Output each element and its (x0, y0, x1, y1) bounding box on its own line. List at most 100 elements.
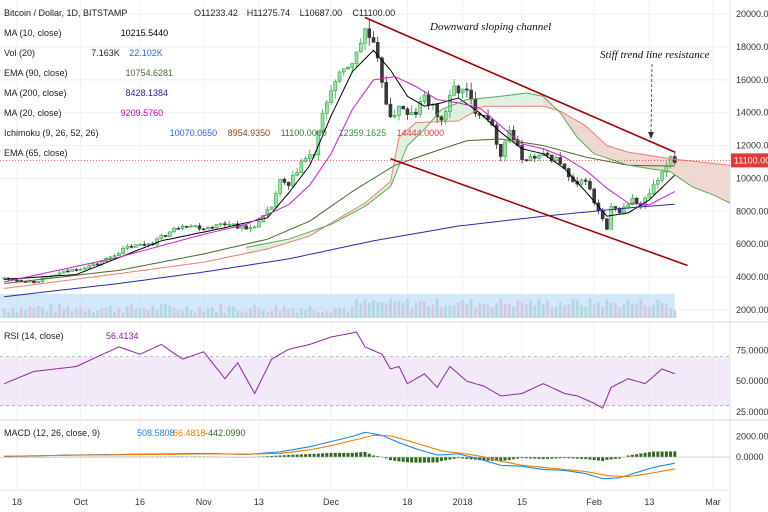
macd-histogram-bar (541, 457, 545, 460)
indicator-value: 8954.9350 (228, 128, 271, 138)
volume-ma-area (0, 294, 675, 318)
macd-histogram-bar (448, 457, 452, 460)
candle-body (286, 182, 291, 186)
ohlc-value: C11100.00 (352, 8, 395, 18)
candle-body (452, 85, 456, 96)
line-ma-10-close- (4, 49, 676, 280)
macd-histogram-bar (265, 456, 269, 458)
indicator-label: MA (10, close) (4, 28, 62, 38)
candle-body (163, 235, 168, 237)
candle-body (193, 225, 198, 228)
line-ichimoku-cloud-edge (246, 92, 731, 248)
candle-body (201, 228, 206, 231)
macd-title: MACD (12, 26, close, 9) (4, 428, 100, 438)
candle-body (303, 158, 308, 163)
time-tick-label: Mar (705, 497, 721, 507)
rsi-band (0, 356, 730, 406)
time-tick-label: Dec (323, 497, 340, 507)
macd-histogram-bar (456, 457, 460, 459)
time-tick-label: 18 (402, 497, 412, 507)
rsi-tick-label: 50.0000 (736, 376, 768, 386)
macd-histogram-bar (338, 452, 342, 458)
macd-histogram-bar (550, 457, 554, 459)
macd-histogram-bar (287, 455, 291, 458)
ohlc-value: O11233.42 (194, 8, 238, 18)
candle-body (626, 204, 630, 208)
candle-body (87, 265, 91, 269)
macd-histogram-bar (469, 457, 473, 460)
candle-body (656, 179, 660, 185)
price-axis[interactable]: 2000.00 4000.00 6000.00 8000.00 10000.00 1200… (736, 9, 768, 462)
macd-histogram-bar (554, 457, 558, 459)
candle-body (227, 224, 231, 226)
macd-value: 508.5808 (137, 428, 175, 438)
candle-body (61, 270, 66, 274)
candle-body (537, 155, 541, 159)
time-tick-label: Nov (196, 497, 213, 507)
time-tick-label: 16 (135, 497, 145, 507)
candle-body (167, 231, 172, 237)
indicator-label: EMA (90, close) (4, 68, 68, 78)
signal-value: 66.4818 (173, 428, 206, 438)
macd-histogram-bar (567, 457, 571, 459)
indicator-value: 8428.1384 (126, 88, 169, 98)
candle-body (532, 156, 537, 159)
candle-body (291, 174, 295, 186)
macd-histogram-bar (618, 457, 622, 459)
macd-histogram-bar (626, 455, 630, 458)
macd-histogram-bar (397, 457, 401, 462)
macd-histogram-bar (605, 457, 609, 460)
candle-body (554, 157, 558, 162)
time-axis[interactable]: 18 Oct 16 Nov 13 Dec 18 2018 15 Feb 13 Mar (12, 497, 721, 507)
macd-histogram-bar (495, 457, 499, 461)
candle-body (125, 245, 130, 249)
price-pane[interactable]: 11100.00 (0, 16, 768, 318)
line-ema-90-close- (4, 138, 675, 284)
candle-body (248, 226, 253, 230)
candle-body (320, 112, 325, 132)
candle-body (609, 206, 613, 230)
macd-histogram-bar (401, 457, 405, 462)
histogram-value: -442.0990 (205, 428, 246, 438)
macd-histogram-bar (346, 452, 350, 458)
candle-body (354, 51, 359, 64)
candle-body (83, 267, 87, 270)
candle-body (172, 228, 176, 233)
candle-body (384, 82, 389, 105)
macd-histogram-bar (524, 457, 528, 459)
candle-body (265, 208, 270, 216)
rsi-pane[interactable] (0, 331, 730, 409)
rsi-legend: RSI (14, close) 56.4134 (4, 331, 139, 341)
candle-body (392, 115, 397, 118)
macd-histogram-bar (261, 456, 265, 458)
candle-body (176, 228, 181, 230)
candle-body (651, 183, 656, 194)
macd-histogram-bar (520, 457, 524, 459)
candle-body (142, 244, 147, 246)
rsi-tick-label: 25.0000 (736, 407, 768, 417)
candle-body (507, 129, 512, 143)
candle-body (129, 245, 134, 248)
macd-histogram-bar (533, 457, 537, 459)
candle-body (435, 104, 439, 118)
macd-pane[interactable] (0, 431, 730, 480)
indicator-value: 22.102K (129, 48, 163, 58)
candle-body (32, 280, 36, 284)
macd-line-signal (4, 434, 675, 478)
candle-body (180, 225, 185, 229)
indicator-value: 10070.0650 (170, 128, 218, 138)
macd-histogram-bar (639, 453, 643, 458)
candle-body (57, 272, 62, 276)
macd-histogram-bar (444, 457, 448, 461)
ohlc-value: L10687.00 (300, 8, 343, 18)
candle-body (269, 206, 274, 210)
last-price-label: 11100.00 (734, 155, 768, 165)
price-tick-label: 6000.00 (736, 239, 768, 249)
time-tick-label: 15 (517, 497, 527, 507)
candle-body (380, 57, 384, 83)
macd-histogram-bar (579, 457, 583, 459)
candle-body (134, 244, 138, 248)
candle-body (409, 111, 414, 115)
macd-histogram-bar (321, 453, 325, 458)
